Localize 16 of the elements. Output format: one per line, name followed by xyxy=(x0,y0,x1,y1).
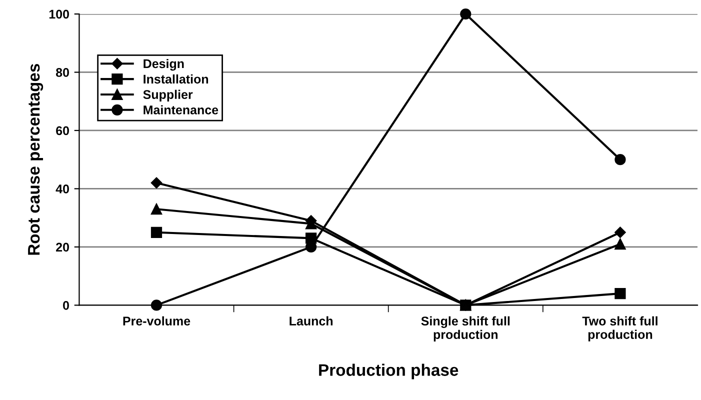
legend-label: Maintenance xyxy=(144,105,218,114)
x-axis-title: Production phase xyxy=(319,364,458,380)
y-axis-title: Root cause percentages xyxy=(28,64,44,255)
y-tick-label: 60 xyxy=(56,126,69,136)
x-tick-label: Launch xyxy=(290,316,333,326)
x-tick-label: Single shift full production xyxy=(421,316,510,342)
y-tick-label: 20 xyxy=(56,242,69,252)
legend-label: Supplier xyxy=(143,90,193,102)
legend-label: Design xyxy=(144,58,184,71)
y-tick-label: 80 xyxy=(56,68,69,77)
y-tick-label: 0 xyxy=(63,301,69,310)
x-tick-label: Pre-volume xyxy=(123,316,190,326)
y-tick-label: 40 xyxy=(56,184,69,194)
y-tick-label: 100 xyxy=(49,10,69,19)
x-tick-label: Two shift full production xyxy=(582,316,658,342)
legend-label: Installation xyxy=(144,74,208,84)
